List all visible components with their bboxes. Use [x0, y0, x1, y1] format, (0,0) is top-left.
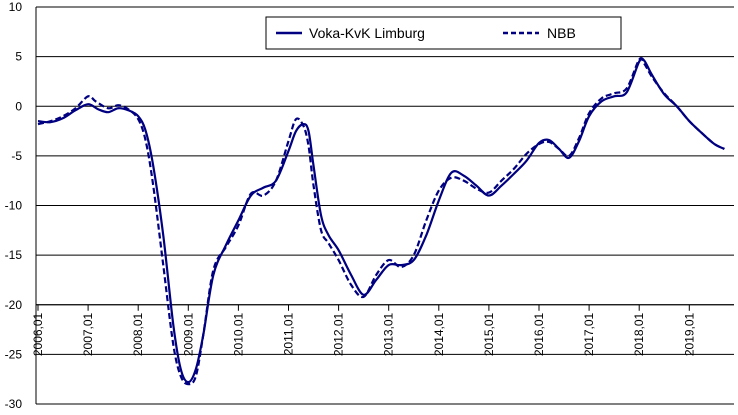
legend-label-nbb: NBB [547, 25, 576, 41]
y-axis: 10 5 0 -5 -10 -15 -20 -25 -30 [5, 0, 37, 411]
x-tick-label: 2019,01 [682, 312, 696, 356]
y-tick-label: -20 [5, 298, 23, 312]
y-tick-label: -15 [5, 248, 23, 262]
legend-box [265, 16, 622, 50]
x-tick-label: 2016,01 [532, 312, 546, 356]
x-tick-label: 2009,01 [181, 312, 195, 356]
legend: Voka-KvK Limburg NBB [265, 16, 622, 50]
x-tick-label: 2014,01 [432, 312, 446, 356]
series-line-voka-kvk-limburg [37, 57, 725, 384]
x-tick-label: 2013,01 [382, 312, 396, 356]
y-tick-label: 5 [15, 50, 22, 64]
x-tick-label: 2006,01 [31, 312, 45, 356]
x-tick-label: 2007,01 [81, 312, 95, 356]
x-tick-label: 2017,01 [582, 312, 596, 356]
y-tick-label: -25 [5, 347, 23, 361]
x-tick-label: 2010,01 [231, 312, 245, 356]
legend-label-voka: Voka-KvK Limburg [309, 25, 425, 41]
x-axis: 2006,01 2007,01 2008,01 2009,01 2010,01 2011,… [31, 304, 734, 356]
y-tick-label: -5 [11, 149, 22, 163]
x-tick-label: 2018,01 [632, 312, 646, 356]
y-tick-label: 10 [9, 0, 23, 14]
x-tick-label: 2008,01 [131, 312, 145, 356]
x-tick-label: 2012,01 [332, 312, 346, 356]
y-tick-label: -10 [5, 199, 23, 213]
y-tick-label: 0 [15, 99, 22, 113]
series-lines [37, 56, 725, 386]
y-tick-label: -30 [5, 397, 23, 411]
x-tick-label: 2011,01 [282, 312, 296, 355]
x-tick-label: 2015,01 [482, 312, 496, 356]
series-line-nbb [37, 56, 725, 386]
